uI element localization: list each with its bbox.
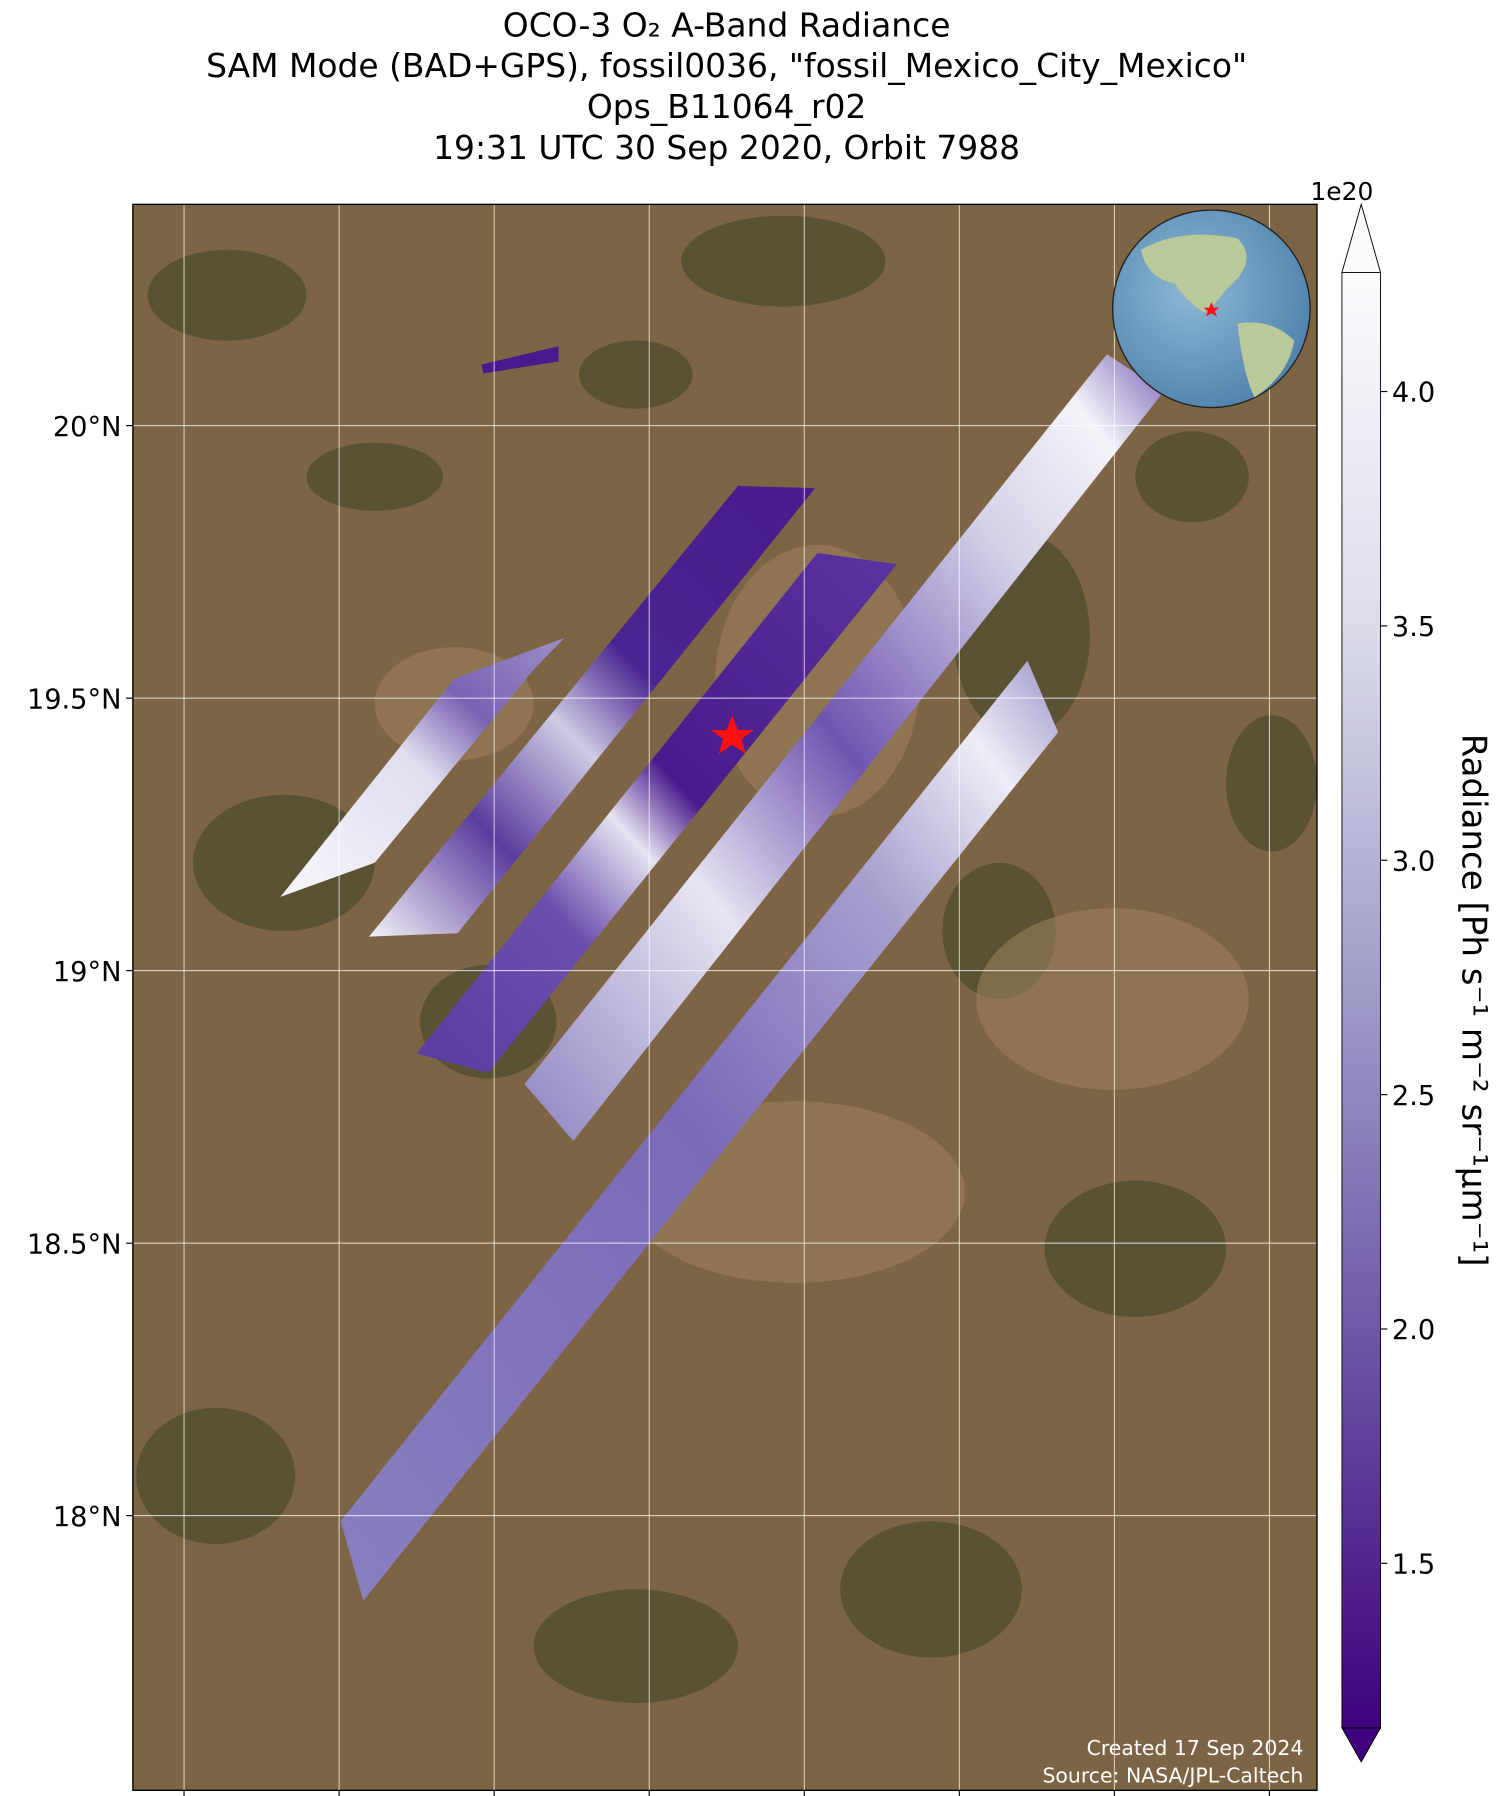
land — [1237, 322, 1295, 398]
swath — [524, 354, 1164, 1141]
y-tick-label: 18°N — [53, 1502, 122, 1533]
title-line: SAM Mode (BAD+GPS), fossil0036, "fossil_… — [206, 46, 1247, 85]
globe-star — [1203, 301, 1220, 317]
y-tick-label: 19.5°N — [27, 684, 122, 715]
title-line: Ops_B11064_r02 — [587, 87, 867, 126]
colorbar: 1.5 2.0 2.5 3.0 3.5 4.0 1e20 Radiance [Ph s⁻¹ m… — [1310, 177, 1493, 1763]
title-line: OCO-3 O₂ A-Band Radiance — [503, 5, 951, 44]
swath — [481, 346, 559, 374]
colorbar-tick-label: 3.0 — [1392, 846, 1435, 877]
colorbar-body — [1341, 272, 1381, 1729]
target-star — [710, 715, 754, 754]
colorbar-tick-label: 1.5 — [1392, 1550, 1435, 1581]
colorbar-tick-label: 2.5 — [1392, 1081, 1435, 1112]
colorbar-extend-high — [1341, 202, 1382, 273]
map-frame — [132, 203, 1318, 1792]
y-tick-label: 19°N — [53, 957, 122, 988]
colorbar-extend-low — [1341, 1727, 1382, 1763]
swath — [416, 552, 897, 1073]
land — [1140, 234, 1247, 313]
y-tick-label: 20°N — [53, 412, 122, 443]
swath — [340, 660, 1059, 1601]
colorbar-offset: 1e20 — [1310, 177, 1373, 206]
map-area — [132, 204, 1317, 1791]
credit: Created 17 Sep 2024 — [1087, 1736, 1304, 1760]
globe-inset — [1111, 209, 1311, 409]
colorbar-label: Radiance [Ph s⁻¹ m⁻² sr⁻¹μm⁻¹] — [1453, 734, 1493, 1267]
title-line: 19:31 UTC 30 Sep 2020, Orbit 7988 — [433, 128, 1020, 167]
colorbar-tick-label: 2.0 — [1392, 1315, 1435, 1346]
swath — [369, 485, 816, 937]
credit: Source: NASA/JPL-Caltech — [1042, 1763, 1303, 1787]
colorbar-tick-label: 4.0 — [1392, 378, 1435, 409]
swath — [280, 638, 565, 897]
y-tick-label: 18.5°N — [27, 1229, 122, 1260]
colorbar-tick-label: 3.5 — [1392, 612, 1435, 643]
grid — [132, 204, 1317, 1791]
